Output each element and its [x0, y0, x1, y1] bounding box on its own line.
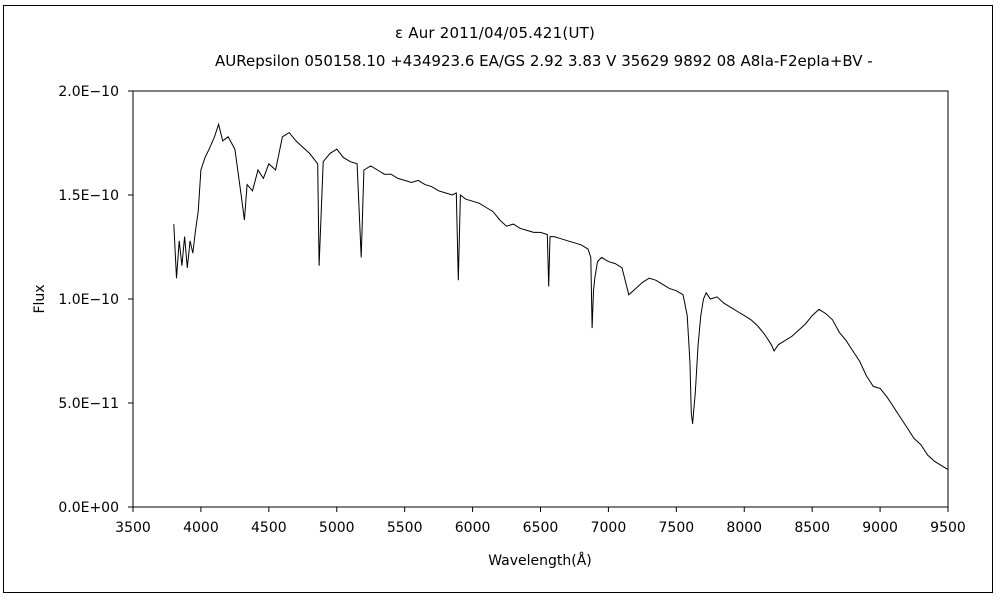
x-axis-label: Wavelength(Å)	[488, 552, 592, 569]
spectrum-line	[173, 122, 949, 471]
x-tick-label: 5000	[319, 520, 355, 536]
x-tick-label: 8000	[726, 520, 762, 536]
y-axis-ticks: 0.0E+00 5.0E−11 1.0E−10 1.5E−10 2.0E−10	[58, 84, 133, 516]
x-tick-label: 9500	[930, 520, 966, 536]
y-tick-label: 1.5E−10	[58, 188, 119, 204]
y-tick-label: 0.0E+00	[58, 500, 119, 516]
x-tick-label: 5500	[387, 520, 423, 536]
chart-title: ε Aur 2011/04/05.421(UT)	[394, 24, 596, 42]
y-tick-label: 1.0E−10	[58, 292, 119, 308]
y-tick-label: 2.0E−10	[58, 84, 119, 100]
x-tick-label: 3500	[115, 520, 151, 536]
x-tick-label: 8500	[794, 520, 830, 536]
x-tick-label: 9000	[862, 520, 898, 536]
y-axis-label: Flux	[32, 284, 48, 313]
y-tick-label: 5.0E−11	[58, 396, 119, 412]
x-tick-label: 4500	[251, 520, 287, 536]
x-tick-label: 7000	[591, 520, 627, 536]
x-tick-label: 4000	[183, 520, 219, 536]
plot-area	[132, 90, 949, 508]
x-axis-ticks: 3500 4000 4500 5000 5500 6000 6500 7000 7500 8000…	[115, 507, 966, 536]
x-tick-label: 7500	[659, 520, 695, 536]
x-tick-label: 6000	[455, 520, 491, 536]
chart-subtitle: AURepsilon 050158.10 +434923.6 EA/GS 2.9…	[215, 52, 873, 70]
x-tick-label: 6500	[523, 520, 559, 536]
